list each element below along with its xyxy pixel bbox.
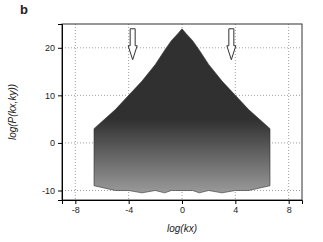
surface xyxy=(94,29,270,193)
grid-line xyxy=(75,24,76,200)
tick: 0 xyxy=(50,138,62,148)
frame xyxy=(62,24,302,200)
y-axis: -10 0 10 20 xyxy=(42,25,63,201)
tick-label: 0 xyxy=(50,138,55,148)
axis-line xyxy=(58,25,63,201)
tick-label: 8 xyxy=(287,205,292,215)
tick: 10 xyxy=(45,91,62,101)
tick: 8 xyxy=(287,200,292,215)
axis-line xyxy=(63,201,303,205)
tick: 4 xyxy=(233,200,238,215)
tick-label: 4 xyxy=(233,205,238,215)
tick: -4 xyxy=(125,200,133,215)
tick-label: 20 xyxy=(45,43,55,53)
tick-label: -4 xyxy=(125,205,133,215)
panel-label: b xyxy=(20,2,28,17)
tick: -10 xyxy=(42,186,62,196)
tick: -8 xyxy=(72,200,80,215)
tick: 20 xyxy=(45,43,62,53)
tick-label: 10 xyxy=(45,91,55,101)
tick-mark xyxy=(58,143,62,144)
plot: -8 -4 0 4 8 -10 0 10 20 xyxy=(42,24,303,215)
tick-mark xyxy=(58,48,62,49)
tick-label: -10 xyxy=(42,186,55,196)
tick-label: -8 xyxy=(72,205,80,215)
tick-mark xyxy=(75,200,76,204)
tick: 0 xyxy=(180,200,185,215)
marks xyxy=(94,29,270,193)
x-axis: -8 -4 0 4 8 xyxy=(63,200,303,215)
chart: -8 -4 0 4 8 -10 0 10 20 log(kx) log(P(kx,ky)) b xyxy=(0,0,323,242)
tick-mark xyxy=(182,200,183,204)
tick-mark xyxy=(129,200,130,204)
y-axis-title: log(P(kx,ky)) xyxy=(7,84,18,140)
arrow xyxy=(128,29,137,60)
arrow xyxy=(227,29,236,60)
x-axis-title: log(kx) xyxy=(167,223,197,234)
grid xyxy=(62,24,302,200)
tick-mark xyxy=(58,190,62,191)
tick-label: 0 xyxy=(180,205,185,215)
tick-mark xyxy=(58,95,62,96)
tick-mark xyxy=(289,200,290,204)
tick-mark xyxy=(235,200,236,204)
grid-line xyxy=(288,24,289,200)
